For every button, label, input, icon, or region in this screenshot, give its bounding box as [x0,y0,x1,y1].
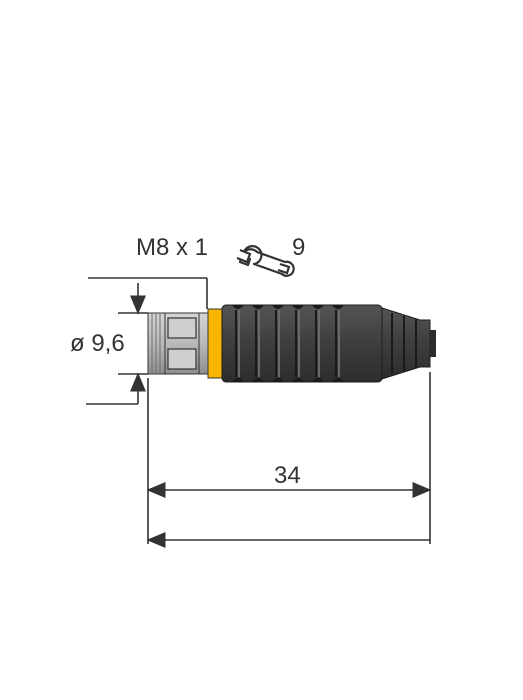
wrench-icon [237,246,294,276]
connector-body [148,305,436,382]
technical-drawing [0,0,523,700]
